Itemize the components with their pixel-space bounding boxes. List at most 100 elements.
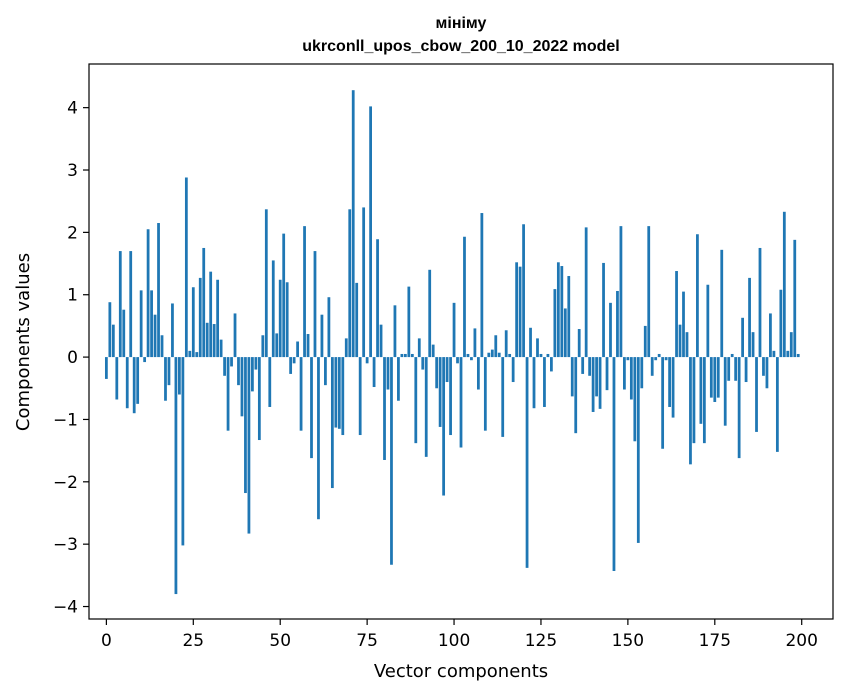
bar	[122, 309, 126, 358]
bar	[171, 303, 174, 358]
bar	[132, 357, 136, 414]
bar	[313, 251, 317, 358]
bar	[191, 287, 195, 358]
bar	[459, 357, 463, 448]
bar	[793, 239, 797, 358]
bar	[786, 350, 790, 358]
bar	[285, 282, 289, 358]
bar	[129, 251, 133, 358]
chart-title-line2: ukrconll_upos_cbow_200_10_2022 model	[302, 38, 619, 55]
bar	[108, 302, 112, 358]
bar	[431, 344, 435, 358]
bar	[616, 290, 619, 358]
bar	[796, 353, 800, 358]
bar	[696, 234, 699, 358]
bar	[748, 277, 751, 358]
bar	[139, 290, 143, 358]
bar	[240, 357, 244, 417]
bar	[755, 357, 758, 432]
bar	[525, 357, 529, 568]
bar	[699, 357, 703, 424]
bar	[424, 357, 428, 457]
bar	[299, 357, 303, 431]
bar	[772, 350, 776, 358]
bar	[675, 271, 678, 358]
bar	[153, 314, 157, 358]
bar	[629, 357, 633, 400]
bar	[473, 328, 477, 358]
bar	[317, 357, 320, 520]
bar	[230, 357, 233, 367]
bar	[292, 357, 296, 364]
bar	[584, 227, 588, 358]
bar	[442, 357, 446, 496]
bar	[397, 357, 400, 401]
bar	[626, 357, 630, 361]
bar	[150, 290, 153, 358]
bar	[553, 289, 557, 358]
bar	[303, 226, 306, 358]
bar	[202, 247, 206, 358]
bar	[125, 357, 129, 409]
bar	[716, 357, 720, 398]
bar	[330, 357, 334, 489]
bar	[605, 357, 609, 391]
bar	[254, 357, 258, 370]
bar	[365, 357, 369, 364]
bar	[598, 357, 602, 409]
bar	[591, 357, 595, 412]
bar	[511, 357, 515, 383]
x-axis-label: Vector components	[374, 661, 548, 682]
bar	[689, 357, 692, 465]
bar	[233, 313, 237, 358]
bar	[417, 338, 421, 358]
bar	[654, 357, 658, 361]
bar	[212, 324, 216, 358]
bar	[758, 247, 762, 358]
y-tick-label: 4	[67, 99, 78, 119]
bar	[216, 279, 220, 358]
bar	[463, 236, 466, 358]
bar	[657, 353, 661, 358]
bar	[650, 357, 654, 376]
bar	[765, 357, 769, 389]
bar	[682, 291, 685, 358]
bar	[167, 357, 171, 386]
bar	[324, 357, 327, 386]
bar	[487, 352, 491, 358]
bar	[497, 352, 501, 358]
bar	[741, 317, 744, 358]
bar	[671, 357, 675, 418]
bar	[376, 239, 379, 358]
x-tick-label: 125	[525, 631, 557, 651]
bar	[452, 302, 456, 358]
bar	[372, 357, 376, 388]
x-tick-label: 0	[101, 631, 112, 651]
bar	[518, 266, 522, 358]
bar	[226, 357, 230, 431]
y-axis-label: Components values	[13, 253, 34, 431]
bar	[410, 353, 414, 358]
bar	[414, 357, 418, 444]
bar	[160, 335, 164, 358]
y-tick-label: −2	[53, 473, 78, 493]
bar	[205, 322, 209, 358]
bar	[550, 357, 553, 372]
bar	[188, 350, 192, 358]
bar	[337, 357, 341, 429]
bar	[195, 352, 199, 358]
bar	[146, 229, 150, 358]
bar	[449, 357, 452, 436]
bar	[692, 357, 696, 444]
bar	[334, 357, 338, 428]
plot-frame	[88, 63, 834, 620]
bar	[574, 357, 578, 434]
x-tick-label: 75	[356, 631, 378, 651]
bar	[789, 332, 793, 358]
bar	[393, 305, 397, 358]
bar	[351, 90, 355, 358]
bar	[383, 357, 386, 460]
bar	[602, 262, 605, 358]
bar	[546, 353, 550, 358]
